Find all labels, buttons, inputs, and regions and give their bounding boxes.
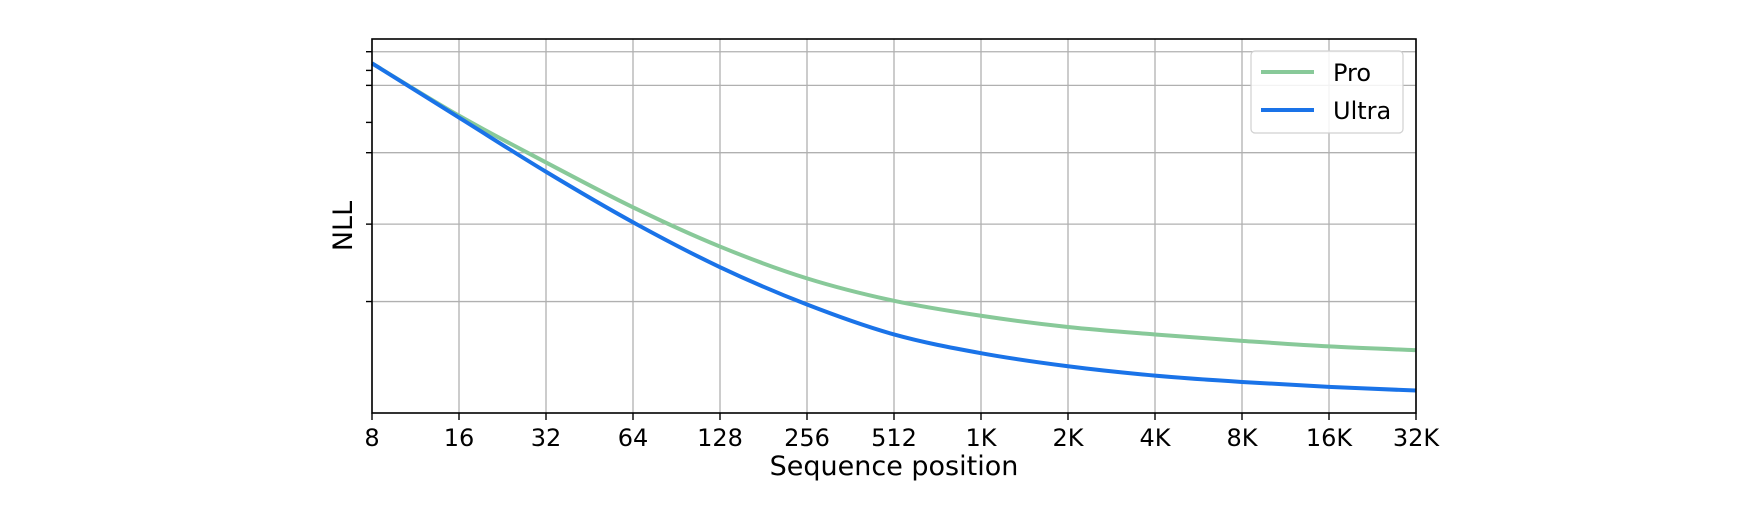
x-tick-label: 4K: [1139, 424, 1171, 452]
series-line-pro: [370, 61, 1417, 353]
x-tick-label: 8: [364, 424, 379, 452]
x-tick-label: 32: [531, 424, 562, 452]
x-tick-label: 64: [618, 424, 649, 452]
x-tick-label: 32K: [1393, 424, 1441, 452]
legend-label-ultra: Ultra: [1333, 97, 1391, 125]
y-axis-label: NLL: [328, 201, 359, 251]
x-axis-label: Sequence position: [770, 451, 1019, 482]
legend-label-pro: Pro: [1333, 59, 1371, 87]
x-tick-label: 512: [871, 424, 917, 452]
x-tick-label: 2K: [1052, 424, 1084, 452]
legend: Pro Ultra: [1250, 50, 1404, 134]
y-axis-ticks: [366, 51, 372, 303]
x-tick-label: 1K: [965, 424, 997, 452]
x-tick-label: 256: [784, 424, 830, 452]
x-tick-label: 16K: [1306, 424, 1354, 452]
x-axis-ticks: 8 16 32 64 128 256 512 1K 2K 4K 8K 16K 32K: [364, 413, 1440, 452]
x-tick-label: 16: [444, 424, 475, 452]
x-tick-label: 128: [697, 424, 743, 452]
series-line-ultra: [370, 61, 1417, 393]
series-lines: [370, 61, 1417, 393]
x-tick-label: 8K: [1226, 424, 1258, 452]
